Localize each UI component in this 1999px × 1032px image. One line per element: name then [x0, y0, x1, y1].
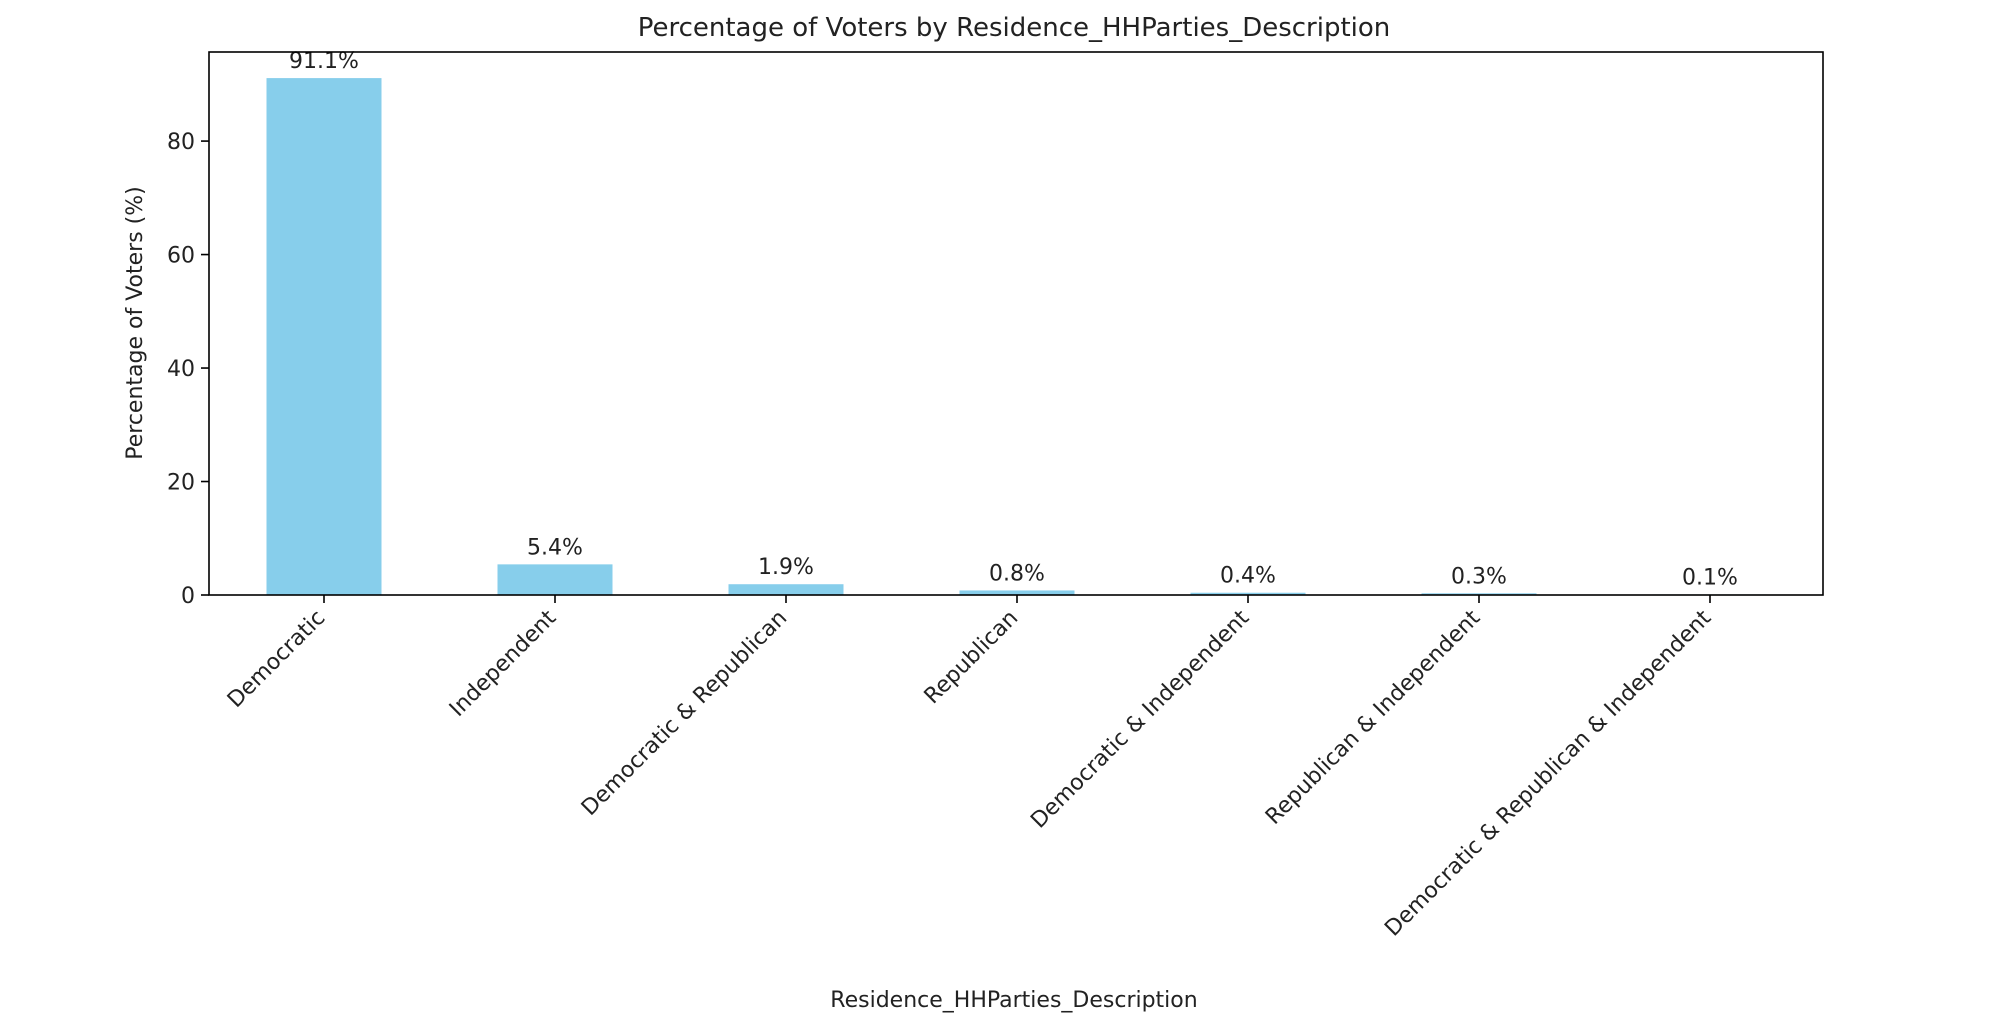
x-axis: Democratic Independent Democratic & Republ… — [223, 595, 1716, 941]
bar — [497, 564, 613, 595]
bar — [728, 584, 844, 595]
x-tick-label: Republican — [920, 606, 1024, 710]
data-labels-group: 91.1% 5.4% 1.9% 0.8% 0.4% 0.3% 0.1% — [289, 49, 1738, 590]
x-tick-label: Democratic & Independent — [1026, 605, 1254, 833]
data-label: 1.9% — [758, 555, 814, 580]
data-label: 0.3% — [1451, 564, 1507, 589]
chart-title: Percentage of Voters by Residence_HHPart… — [638, 13, 1391, 43]
y-tick-label: 20 — [167, 471, 195, 496]
y-axis: 0 20 40 60 80 — [167, 130, 209, 609]
y-tick-label: 60 — [167, 244, 195, 269]
bars-group — [266, 78, 1768, 595]
bar — [266, 78, 382, 595]
data-label: 5.4% — [527, 535, 583, 560]
data-label: 91.1% — [289, 49, 359, 74]
y-tick-label: 80 — [167, 130, 195, 155]
data-label: 0.1% — [1682, 565, 1738, 590]
data-label: 0.8% — [989, 561, 1045, 586]
y-axis-label: Percentage of Voters (%) — [123, 186, 148, 460]
data-label: 0.4% — [1220, 564, 1276, 589]
bar — [959, 590, 1075, 595]
x-axis-label: Residence_HHParties_Description — [830, 988, 1197, 1013]
bar — [1190, 592, 1306, 595]
x-tick-label: Democratic & Republican — [577, 606, 792, 821]
x-tick-label: Independent — [445, 605, 562, 722]
y-tick-label: 40 — [167, 357, 195, 382]
x-tick-label: Republican & Independent — [1261, 605, 1485, 829]
y-tick-label: 0 — [181, 584, 195, 609]
bar — [1421, 593, 1537, 595]
plot-frame — [208, 51, 1824, 596]
x-tick-label: Democratic — [223, 606, 330, 713]
